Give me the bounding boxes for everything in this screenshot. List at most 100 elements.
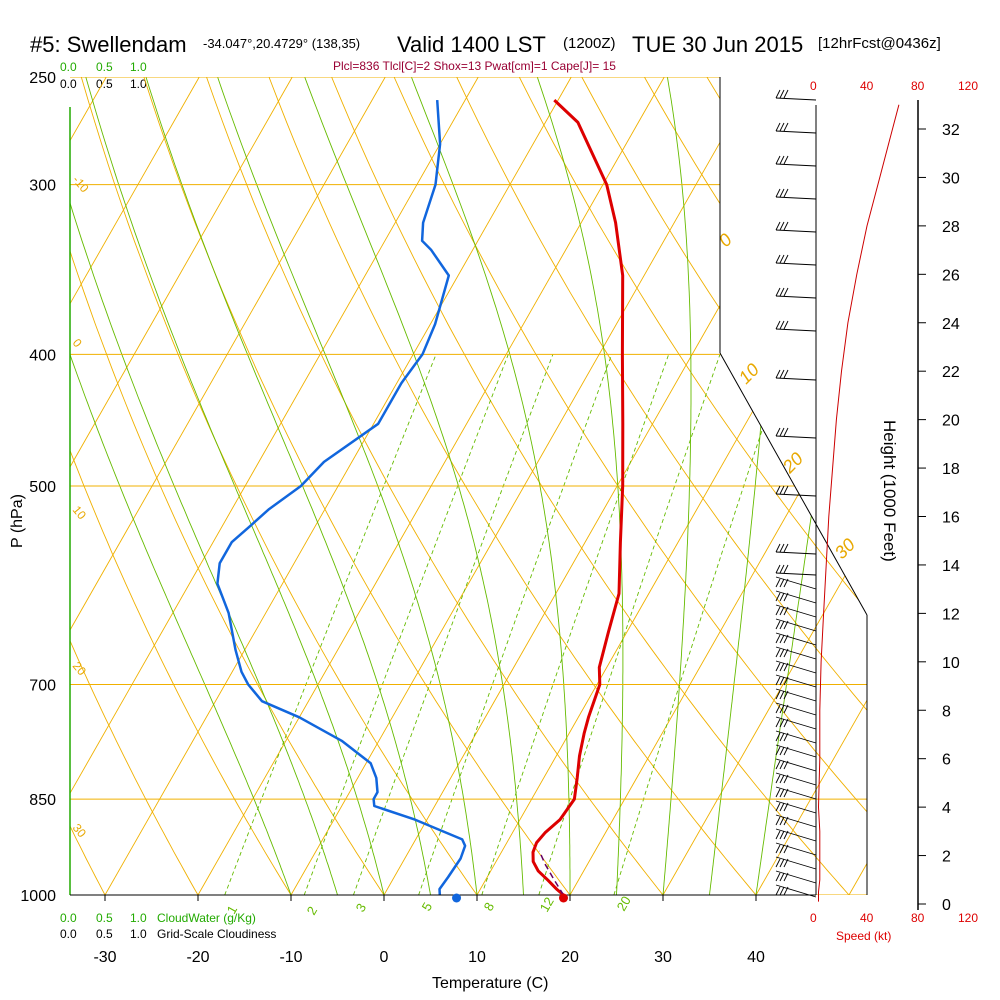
wind-barb-feather [775,320,781,330]
pressure-tick-label: 850 [29,792,56,809]
cloud-scale-top-black-2: 1.0 [130,77,147,91]
wind-barb-staff [775,674,817,688]
wind-barb-feather [775,704,781,714]
temperature-tick-label: 40 [747,949,765,966]
cloud-scale-bottom-green-2: 1.0 [130,911,147,925]
temperature-tick-label: 10 [468,949,486,966]
height-tick-label: 0 [942,897,951,914]
wind-barb-staff [775,328,817,332]
wind-barb-staff [775,196,817,200]
wind-barb-staff [775,377,817,381]
height-tick-label: 22 [942,364,960,381]
wind-barb-staff [775,590,817,604]
dry-adiabat [70,77,121,895]
cloud-scale-bottom-green-0: 0.0 [60,911,77,925]
height-tick-label: 12 [942,606,960,623]
wind-barb-feather [779,858,785,868]
zulu-time: (1200Z) [563,35,616,52]
height-tick-label: 8 [942,703,951,720]
wind-barb-feather [775,886,781,896]
wind-barb-feather [783,690,789,700]
stability-indices: Plcl=836 Tlcl[C]=2 Shox=13 Pwat[cm]=1 Ca… [333,59,616,73]
height-tick-label: 28 [942,219,960,236]
isotherm-line [70,77,200,895]
y-axis-label: P (hPa) [9,494,26,548]
mixing-ratio-label: 8 [481,900,498,914]
cloud-scale-bottom-black-0: 0.0 [60,927,77,941]
y2-axis-label: Height (1000 Feet) [880,420,899,562]
wind-barb-feather [775,122,781,132]
height-tick-label: 2 [942,849,951,866]
wind-barb-feather [775,543,781,553]
speed-top-tick-3: 120 [958,79,978,93]
x-axis-label: Temperature (C) [432,975,548,992]
wind-barb-feather [779,254,785,264]
moist-adiabat [662,77,692,895]
wind-barb-feather [775,802,781,812]
wind-barb-feather [783,620,789,630]
wind-barb-feather [775,648,781,658]
wind-barb-feather [775,662,781,672]
mixing-ratio-line [303,354,509,895]
wind-barb-feather [779,648,785,658]
dry-adiabat [383,77,867,895]
wind-barb-feather [783,676,789,686]
height-tick-label: 24 [942,316,960,333]
speed-axis-label: Speed (kt) [836,929,891,943]
mixing-ratio-label: 3 [353,901,370,915]
speed-axis: 0 40 80 120 0 40 80 120 Speed (kt) [810,79,978,943]
wind-barb-feather [779,485,785,495]
cloudiness-label: Grid-Scale Cloudiness [157,927,276,941]
wind-barb-feather [775,254,781,264]
wind-barb-feather [779,188,785,198]
wind-barb-feather [779,620,785,630]
temperature-tick-label: -10 [279,949,302,966]
wind-barb-feather [779,746,785,756]
wind-barb-staff [775,97,817,101]
wind-barb-feather [783,704,789,714]
valid-time: Valid 1400 LST [397,32,546,57]
valid-date: TUE 30 Jun 2015 [632,32,803,57]
wind-barb-feather [779,872,785,882]
wind-barb-staff [775,618,817,632]
dry-adiabat [445,77,867,895]
mixing-ratio-label: 20 [614,893,634,913]
wind-barb-feather [783,732,789,742]
wind-barb-staff [775,295,817,299]
wind-barb-staff [775,229,817,233]
wind-barb-feather [775,816,781,826]
series-parcel-line [538,850,565,895]
moist-adiabat [70,77,292,895]
wind-barb-feather [783,155,789,165]
wind-barb-staff [775,870,817,884]
wind-barb-feather [775,369,781,379]
speed-bottom-tick-0: 0 [810,911,817,925]
wind-barb-feather [783,760,789,770]
temperature-tick-label: -30 [93,949,116,966]
isotherm-line [0,77,13,895]
wind-barb-feather [783,788,789,798]
wind-barb-feather [783,662,789,672]
mixing-ratio-line [224,354,437,895]
wind-barb-feather [779,369,785,379]
dry-adiabat [70,77,216,895]
wind-barb-feather [779,592,785,602]
speed-bottom-tick-3: 120 [958,911,978,925]
wind-barb-feather [783,254,789,264]
dry-adiabat [506,77,867,895]
wind-barb-staff [775,572,817,576]
pressure-tick-label: 250 [29,70,56,87]
height-tick-label: 18 [942,461,960,478]
wind-barb-feather [775,578,781,588]
mixing-ratio-label: 2 [304,904,321,918]
moist-adiabat [536,77,624,895]
sounding-lines [216,99,625,895]
dry-adiabat [816,77,867,895]
dry-adiabat [259,77,781,895]
wind-barb-feather [779,662,785,672]
wind-barb-feather [783,287,789,297]
wind-barb-feather [783,122,789,132]
theta-e-label: 0 [715,230,736,251]
wind-barb-staff [775,856,817,870]
